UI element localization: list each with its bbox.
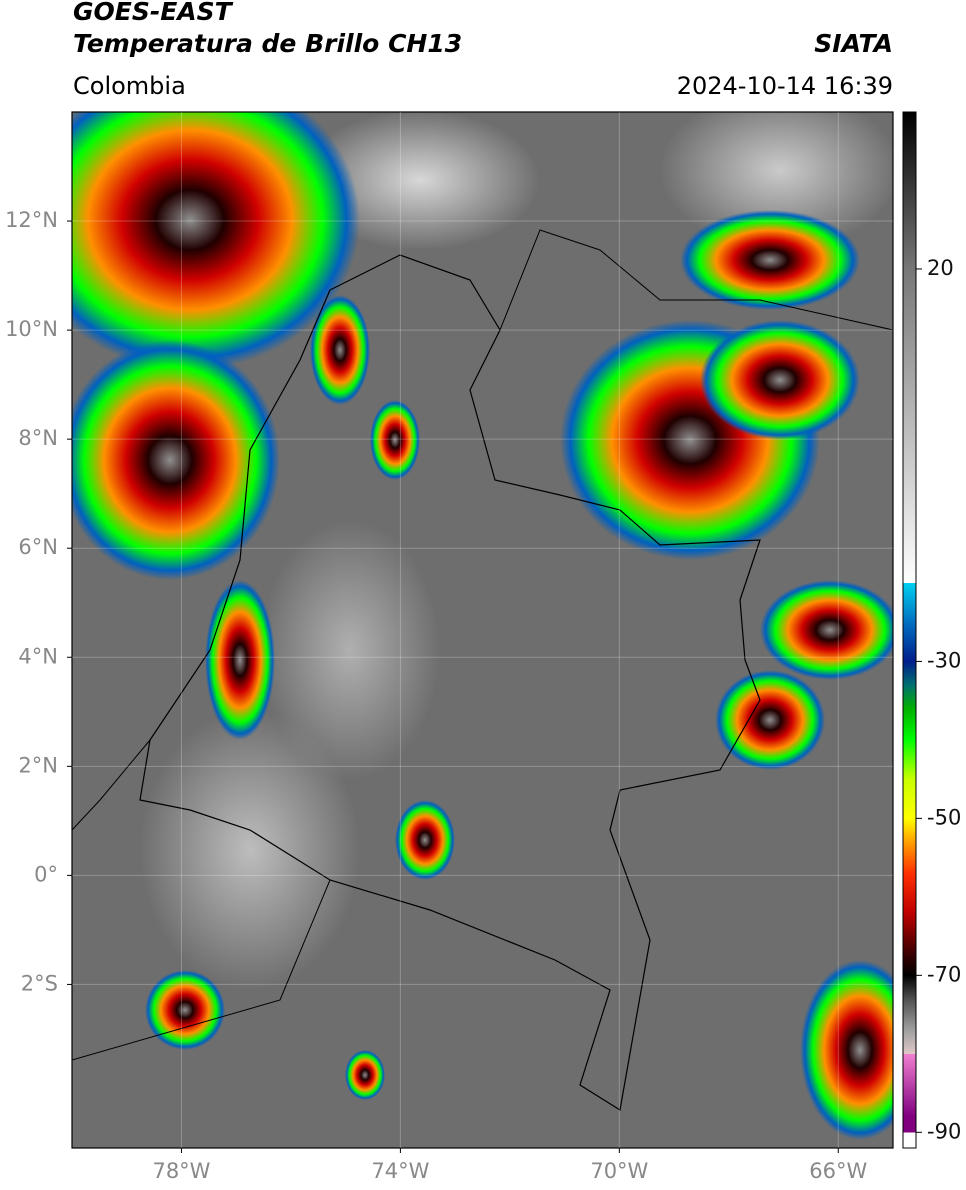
- source: SIATA: [814, 29, 893, 58]
- datetime: 2024-10-14 16:39: [677, 72, 893, 100]
- y-tick-label: 0°: [34, 862, 58, 886]
- y-tick-label: 2°S: [21, 971, 58, 995]
- colorbar-tick-label: -50: [927, 805, 961, 829]
- y-tick-label: 2°N: [18, 753, 58, 777]
- colorbar-tick-label: -30: [927, 648, 961, 672]
- title: GOES-EAST: [73, 0, 234, 26]
- y-tick-label: 6°N: [18, 535, 58, 559]
- map-frame: [71, 111, 894, 1149]
- y-tick-label: 12°N: [5, 208, 58, 232]
- x-tick-label: 74°W: [371, 1159, 429, 1183]
- y-tick-label: 8°N: [18, 426, 58, 450]
- region: Colombia: [73, 72, 186, 100]
- x-tick-label: 70°W: [590, 1159, 648, 1183]
- colorbar-tick-label: -90: [927, 1119, 961, 1143]
- y-tick-label: 4°N: [18, 644, 58, 668]
- colorbar-tick-label: 20: [927, 256, 954, 280]
- colorbar-tick-label: -70: [927, 962, 961, 986]
- subtitle: Temperatura de Brillo CH13: [73, 29, 462, 58]
- colorbar: [902, 111, 917, 1149]
- y-tick-label: 10°N: [5, 317, 58, 341]
- x-tick-label: 66°W: [809, 1159, 867, 1183]
- satellite-image: [72, 112, 893, 1148]
- x-tick-label: 78°W: [152, 1159, 210, 1183]
